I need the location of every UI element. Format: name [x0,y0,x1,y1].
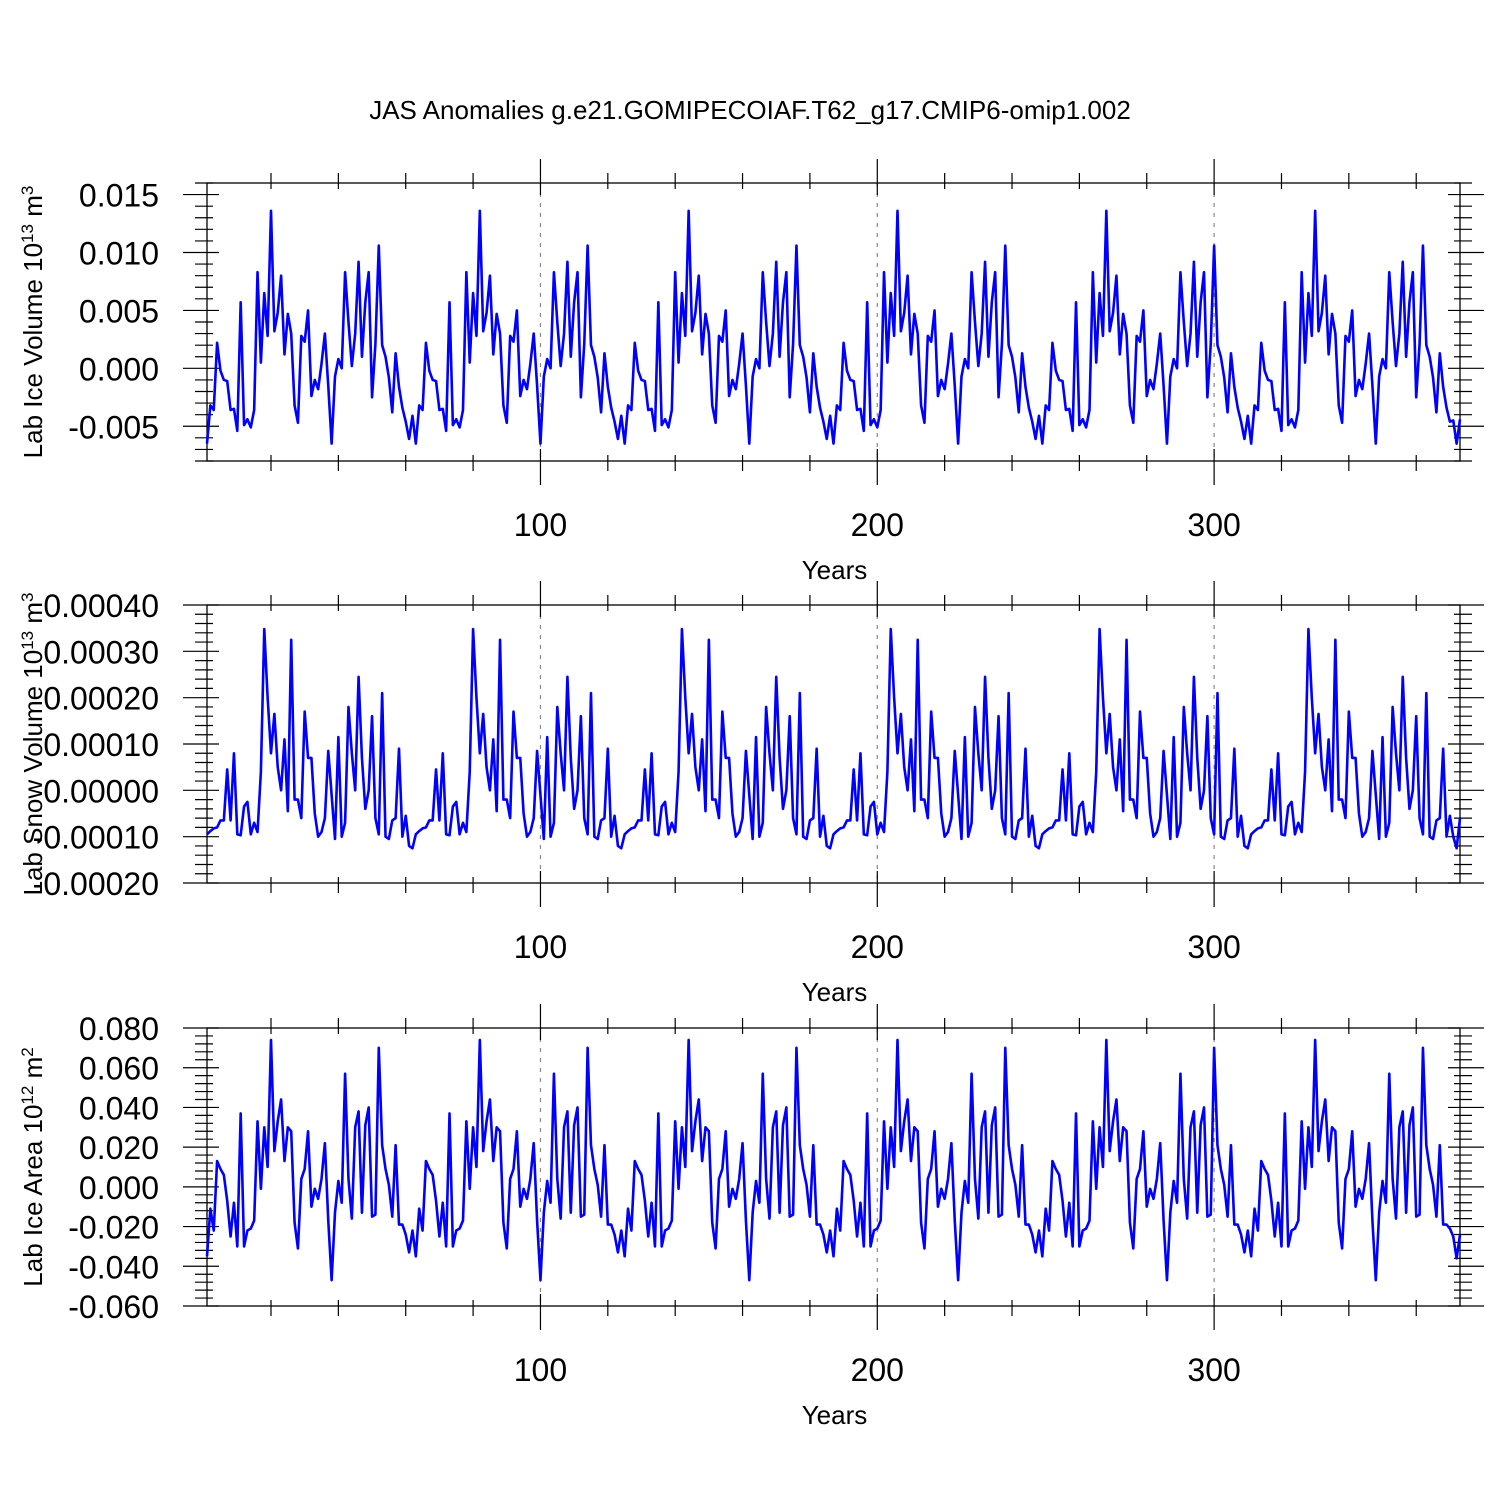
x-tick-label: 300 [1187,507,1240,543]
x-tick-label: 200 [851,507,904,543]
series-line-ice-volume [205,209,1462,445]
y-axis-label: Lab Snow Volume 1013 m3 [18,592,49,895]
y-tick-label: 0.010 [79,236,159,272]
x-tick-label: 100 [514,507,567,543]
y-tick-label: 0.00010 [43,727,159,763]
series-line-snow-volume [206,627,1462,850]
y-tick-label: 0.040 [79,1090,159,1126]
y-tick-label: 0.000 [79,351,159,387]
y-tick-label: 0.060 [79,1051,159,1087]
y-tick-label: 0.005 [79,293,159,329]
panel-snow-volume: 100 200 300 -0.00020 -0.00010 0.00000 0.00010 0… [18,581,1484,1007]
x-axis-label: Years [802,1400,868,1430]
y-axis-label: Lab Ice Volume 1013 m3 [18,186,49,459]
panel-ice-volume: 100 200 300 -0.005 0.000 0.005 0.010 0.015 Years… [18,159,1484,585]
y-axis-label: Lab Ice Area 1012 m2 [18,1047,49,1286]
y-tick-label: -0.00010 [33,820,159,856]
series-line-ice-area [205,1038,1462,1282]
y-tick-label: 0.000 [79,1170,159,1206]
x-axis-label: Years [802,977,868,1007]
x-tick-label: 200 [851,929,904,965]
y-tick-label: 0.080 [79,1011,159,1047]
y-tick-label: 0.00020 [43,681,159,717]
x-tick-label: 300 [1187,929,1240,965]
y-tick-label: 0.00000 [43,773,159,809]
y-tick-label: -0.005 [68,409,159,445]
y-tick-label: -0.00020 [33,866,159,902]
y-tick-label: 0.00030 [43,634,159,670]
x-tick-label: 100 [514,1352,567,1388]
x-tick-label: 100 [514,929,567,965]
y-tick-label: 0.00040 [43,588,159,624]
y-tick-label: 0.020 [79,1130,159,1166]
y-tick-label: -0.040 [68,1249,159,1285]
panel-ice-area: 100 200 300 -0.060 -0.040-0.020 0.000 0.020 0.0… [18,1004,1484,1430]
y-tick-label: -0.060 [68,1289,159,1325]
x-axis-label: Years [802,555,868,585]
y-tick-label: -0.020 [68,1210,159,1246]
x-tick-label: 300 [1187,1352,1240,1388]
chart-title: JAS Anomalies g.e21.GOMIPECOIAF.T62_g17.… [369,95,1131,125]
y-tick-label: 0.015 [79,178,159,214]
plot-frame [206,604,1461,884]
x-tick-label: 200 [851,1352,904,1388]
panels-group: 100 200 300 -0.005 0.000 0.005 0.010 0.015 Years… [18,159,1484,1430]
plot-frame [206,1027,1461,1307]
plot-frame [206,182,1461,462]
